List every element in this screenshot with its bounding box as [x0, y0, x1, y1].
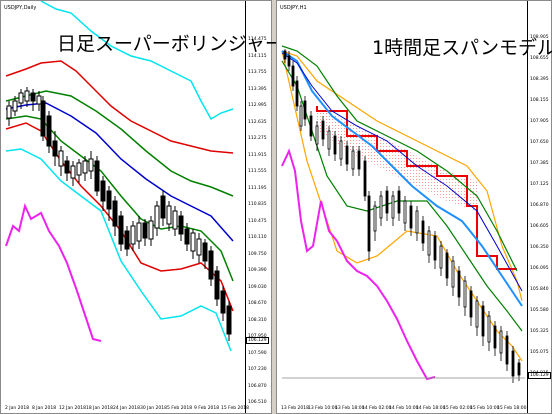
price-tick-label: 106.510: [248, 400, 267, 405]
span-cloud: [317, 106, 477, 211]
price-tick-label: 108.395: [530, 77, 549, 82]
price-tick-label: 106.605: [530, 224, 549, 229]
time-tick-label: 30 Jan 2018: [140, 406, 167, 411]
price-tick-label: 111.195: [248, 185, 267, 191]
price-tick-label: 106.095: [530, 266, 549, 271]
price-tick-label: 105.075: [530, 350, 549, 355]
price-tick-label: 107.385: [530, 161, 549, 166]
time-tick-label: 13 Feb 18:00: [335, 406, 365, 411]
price-tick-label: 109.390: [248, 268, 267, 273]
price-tick-label: 106.870: [530, 203, 549, 208]
time-tick-label: 13 Feb 2018: [281, 406, 310, 411]
band-minus3-lower: [5, 148, 232, 352]
band-plus1-upper: [5, 90, 234, 197]
green-line-upper: [281, 45, 518, 272]
chart-big-label-h1: 1時間足スパンモデル: [372, 37, 552, 59]
price-tick-label: 110.475: [248, 218, 267, 224]
price-tick-label: 106.870: [248, 383, 267, 389]
time-tick-label: 15 Feb 18:00: [497, 406, 527, 411]
price-tick-label: 113.755: [248, 70, 267, 75]
price-tick-label: 113.395: [248, 86, 267, 92]
price-tick-label: 106.350: [530, 245, 549, 250]
time-tick-label: 5 Feb 2018: [167, 406, 193, 411]
chart-title-h1: USDJPY,H1: [280, 5, 307, 11]
band-plus2-upper: [5, 60, 234, 154]
price-tick-label: 105.840: [530, 287, 549, 292]
price-tick-label: 108.310: [248, 317, 267, 323]
time-tick-label: 13 Feb 10:00: [308, 406, 338, 411]
current-price-tag-h1: 106.129: [528, 372, 551, 379]
time-tick-label: 24 Jan 2018: [113, 406, 140, 411]
price-tick-label: 107.950: [248, 334, 267, 339]
time-tick-label: 15 Feb 10:00: [470, 406, 500, 411]
navy-line: [281, 52, 523, 292]
chikou-span: [5, 202, 102, 342]
orange-band-upper: [281, 50, 523, 302]
price-tick-label: 114.115: [248, 53, 267, 59]
time-tick-label: 2 Jan 2018: [5, 406, 30, 411]
time-tick-label: 14 Feb 10:00: [389, 406, 419, 411]
price-tick-label: 114.475: [248, 37, 267, 42]
daily-candles: [6, 87, 232, 341]
price-tick-label: 109.030: [248, 284, 267, 290]
chart-big-label: 日足スーパーボリンジャー: [57, 33, 284, 55]
price-tick-label: 108.655: [530, 56, 549, 61]
band-plus3-upper: [40, 1, 234, 121]
chart-title: USDJPY,Daily: [4, 5, 37, 11]
price-tick-label: 107.590: [248, 350, 267, 356]
time-tick-label: 9 Feb 2018: [194, 406, 220, 411]
h1-candles: [283, 49, 521, 383]
price-tick-label: 111.555: [248, 169, 267, 174]
price-tick-label: 105.325: [530, 329, 549, 334]
price-tick-label: 105.580: [530, 308, 549, 313]
price-tick-label: 107.650: [530, 140, 549, 145]
price-axis-h1: [527, 1, 528, 413]
price-axis: [245, 1, 246, 413]
time-tick-label: 14 Feb 18:00: [416, 406, 446, 411]
price-tick-label: 109.750: [248, 251, 267, 257]
chikou-span-h1: [281, 148, 436, 381]
blue-span-line: [281, 50, 523, 307]
daily-chart-window[interactable]: USDJPY,Daily 日足スーパーボリンジャー 114.475 114.115…: [0, 0, 284, 414]
time-tick-label: 12 Jan 2018: [59, 406, 86, 411]
price-tick-label: 112.995: [248, 103, 267, 108]
time-tick-label: 8 Jan 2018: [32, 406, 57, 411]
time-tick-label: 14 Feb 02:00: [362, 406, 392, 411]
price-tick-label: 112.275: [248, 136, 267, 141]
price-tick-label: 110.110: [248, 235, 267, 240]
time-tick-label: 15 Feb 02:00: [443, 406, 473, 411]
price-tick-label: 112.635: [248, 119, 267, 125]
price-tick-label: 108.905: [530, 35, 549, 40]
price-tick-label: 107.905: [530, 119, 549, 124]
time-tick-label: 18 Jan 2018: [86, 406, 113, 411]
h1-plot: [281, 45, 525, 383]
price-tick-label: 111.915: [248, 152, 267, 158]
price-tick-label: 108.155: [530, 98, 549, 103]
green-line-lower: [281, 60, 523, 332]
price-tick-label: 107.125: [530, 182, 549, 187]
price-tick-label: 107.230: [248, 367, 267, 372]
price-tick-label: 108.670: [248, 301, 267, 306]
red-span-line: [316, 106, 517, 270]
h1-chart-window[interactable]: USDJPY,H1 1時間足スパンモデル 108.905 108.655 108.3…: [276, 0, 552, 414]
current-price-tag: 106.129: [246, 337, 269, 344]
daily-plot: [5, 1, 234, 352]
time-tick-label: 15 Feb 2018: [221, 406, 250, 411]
price-tick-label: 110.835: [248, 202, 267, 207]
